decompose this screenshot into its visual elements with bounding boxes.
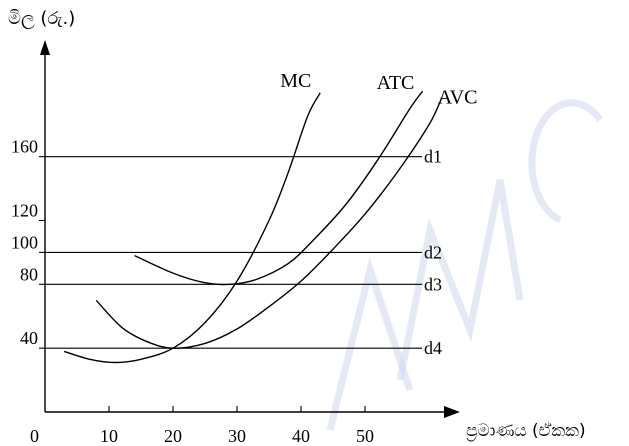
mc-curve	[63, 92, 321, 364]
cost-curves: MC ATC AVC	[63, 70, 478, 364]
x-tick-label-10: 10	[100, 426, 118, 446]
demand-label-d3: d3	[424, 274, 442, 294]
x-tick-label-40: 40	[292, 426, 310, 446]
y-tick-label-160: 160	[11, 137, 38, 157]
x-tick-label-20: 20	[164, 426, 182, 446]
y-tick-label-120: 120	[11, 200, 38, 220]
y-axis-arrow	[40, 40, 50, 55]
mc-label: MC	[280, 70, 311, 92]
avc-label: AVC	[438, 87, 478, 109]
avc-curve	[95, 97, 443, 349]
demand-label-d4: d4	[424, 338, 442, 358]
demand-lines: d1 d2 d3 d4	[45, 147, 442, 358]
x-axis-arrow	[444, 406, 460, 418]
watermark	[326, 99, 603, 431]
y-tick-label-40: 40	[20, 328, 38, 348]
demand-label-d2: d2	[424, 242, 442, 262]
atc-label: ATC	[377, 72, 415, 94]
y-tick-label-80: 80	[20, 264, 38, 284]
x-tick-label-50: 50	[356, 426, 374, 446]
x-axis-label: ප්‍රමාණය (ඒකක)	[466, 421, 586, 441]
y-ticks: 40 80 100 120 160	[11, 137, 45, 349]
x-ticks: 10 20 30 40 50	[100, 406, 374, 446]
x-tick-label-30: 30	[228, 426, 246, 446]
origin-label: 0	[30, 426, 39, 446]
y-axis-label: මිල (රු.)	[8, 8, 75, 29]
y-tick-label-100: 100	[11, 232, 38, 252]
atc-curve	[134, 90, 424, 286]
demand-label-d1: d1	[424, 147, 442, 167]
